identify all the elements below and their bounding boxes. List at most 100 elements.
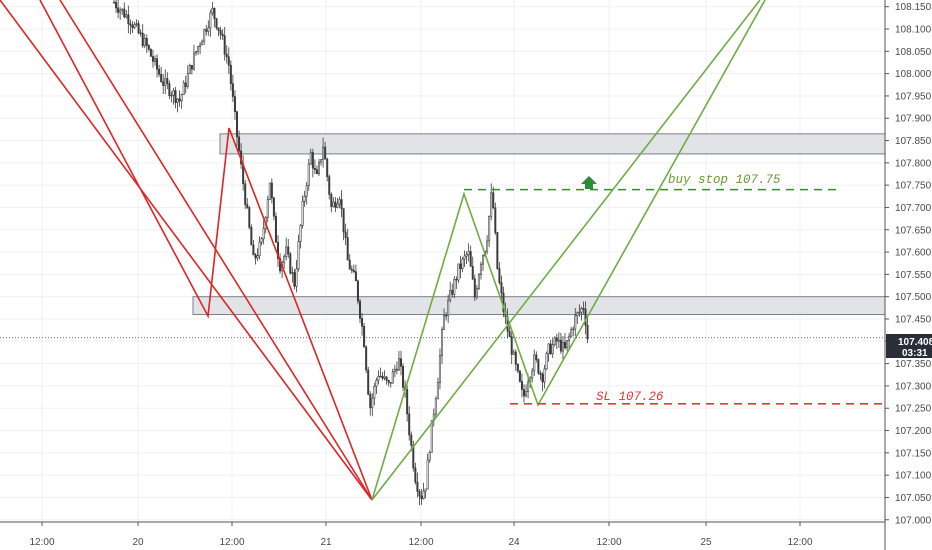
candle-body <box>254 254 257 259</box>
candle-body <box>369 393 372 408</box>
candle-body <box>203 29 206 42</box>
candle-body <box>373 385 376 399</box>
candle-body <box>566 340 569 349</box>
candle-body <box>424 488 427 492</box>
candle-body <box>377 376 380 381</box>
candle-body <box>426 459 429 490</box>
candle-body <box>190 64 193 70</box>
candle-body <box>494 207 497 233</box>
price-tick-label: 107.750 <box>895 181 932 192</box>
candle-body <box>322 146 325 160</box>
candle-body <box>430 420 433 453</box>
candle-body <box>174 90 177 103</box>
candle-body <box>422 490 425 500</box>
stop-loss-label: SL 107.26 <box>596 390 664 404</box>
time-tick-label: 12:00 <box>787 537 812 548</box>
candle-body <box>531 370 534 379</box>
candle-body <box>197 46 200 52</box>
candle-body <box>356 280 359 302</box>
candle-body <box>582 308 585 310</box>
candle-body <box>520 381 523 390</box>
candle-body <box>455 279 458 281</box>
candle-body <box>244 183 247 205</box>
candle-body <box>131 24 134 28</box>
candle-body <box>387 379 390 383</box>
candle-body <box>363 326 366 348</box>
candle-body <box>324 146 327 160</box>
candle-body <box>434 398 437 415</box>
candle-body <box>490 192 493 217</box>
candle-body <box>527 381 530 393</box>
candle-body <box>129 23 132 26</box>
candle-body <box>262 228 265 240</box>
price-tick-label: 107.250 <box>895 404 932 415</box>
time-tick-label: 25 <box>700 537 712 548</box>
candle-body <box>135 23 138 25</box>
candle-body <box>164 78 167 86</box>
candle-body <box>307 163 310 187</box>
candle-body <box>514 351 517 365</box>
candle-body <box>342 208 345 233</box>
price-tick-label: 108.150 <box>895 2 932 13</box>
candle-body <box>406 389 409 415</box>
candle-body <box>586 324 589 340</box>
green-channel-line <box>371 0 761 501</box>
buy-stop-label: buy stop 107.75 <box>668 173 781 187</box>
candle-body <box>496 232 499 269</box>
candle-body <box>410 434 413 446</box>
candle-body <box>479 263 482 275</box>
candle-body <box>428 451 431 461</box>
candle-body <box>287 246 290 255</box>
candle-body <box>553 337 556 346</box>
candle-body <box>272 197 275 217</box>
candle-body <box>223 35 226 55</box>
candle-body <box>416 481 419 492</box>
price-zones <box>192 133 886 316</box>
candle-body <box>246 204 249 208</box>
resistance-zone-upper <box>219 133 886 155</box>
candle-body <box>168 83 171 96</box>
candle-body <box>451 290 454 295</box>
last-price-value: 107.408 <box>898 337 932 348</box>
candle-body <box>436 382 439 400</box>
candle-body <box>320 159 323 163</box>
candle-body <box>354 271 357 282</box>
candle-body <box>219 30 222 35</box>
candle-body <box>145 38 148 46</box>
candle-body <box>127 14 130 25</box>
price-axis[interactable]: 107.000 107.050 107.100 107.150 107.200 107.2… <box>884 0 932 550</box>
candle-body <box>399 358 402 367</box>
candle-body <box>309 152 312 165</box>
candle-body <box>572 328 575 331</box>
time-tick-label: 12:00 <box>219 537 244 548</box>
price-tick-label: 107.350 <box>895 359 932 370</box>
candle-body <box>299 224 302 242</box>
candle-body <box>510 336 513 355</box>
candle-body <box>447 299 450 316</box>
candle-body <box>330 194 333 207</box>
time-axis[interactable]: 12:00 20 12:00 21 12:00 24 12:00 25 12:00 <box>0 521 885 548</box>
price-tick-label: 107.950 <box>895 91 932 102</box>
candle-body <box>260 238 263 243</box>
candle-body <box>256 255 259 259</box>
time-tick-label: 21 <box>320 537 332 548</box>
candle-body <box>555 337 558 342</box>
pattern-lines <box>0 0 885 501</box>
candle-body <box>383 376 386 379</box>
candle-body <box>557 339 560 342</box>
candle-body <box>385 376 388 381</box>
candle-body <box>313 167 316 170</box>
candle-body <box>311 152 314 169</box>
candle-body <box>500 282 503 294</box>
candle-body <box>375 379 378 387</box>
candle-body <box>465 253 468 257</box>
candle-body <box>467 251 470 255</box>
candle-body <box>402 366 405 388</box>
candle-body <box>361 317 364 327</box>
candle-body <box>576 312 579 316</box>
candle-body <box>358 300 361 319</box>
time-tick-label: 20 <box>132 537 144 548</box>
candle-body <box>149 48 152 57</box>
candle-body <box>326 158 329 178</box>
